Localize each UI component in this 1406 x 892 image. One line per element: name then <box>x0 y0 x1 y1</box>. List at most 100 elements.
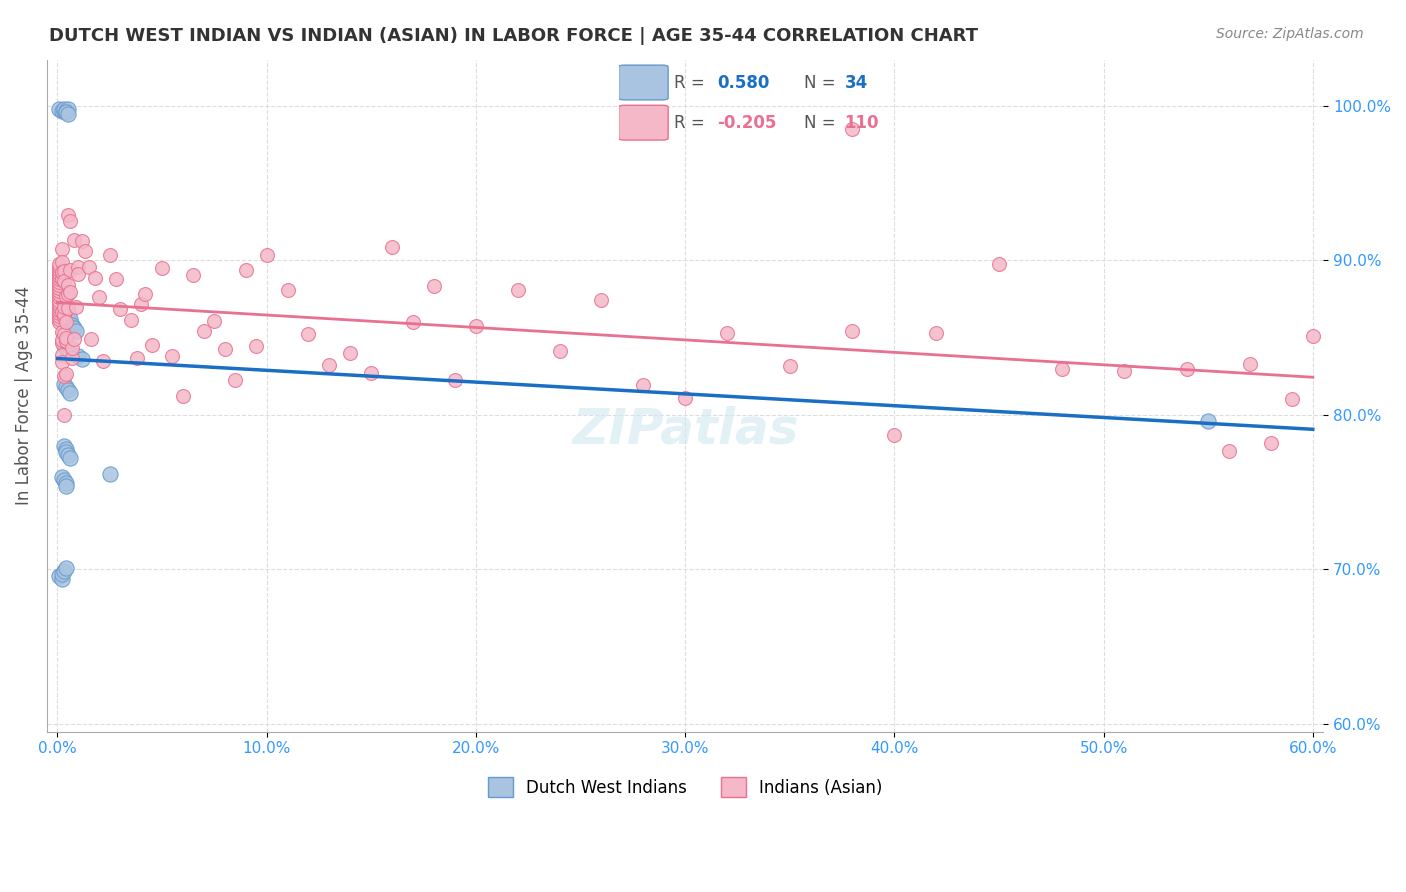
Text: R =: R = <box>675 74 704 92</box>
Point <box>51 103 73 118</box>
Point <box>63 234 86 248</box>
Point <box>716 326 738 341</box>
Point <box>591 293 613 308</box>
Point <box>72 234 94 248</box>
Point <box>52 338 75 352</box>
Point <box>55 445 77 459</box>
Point <box>48 306 70 320</box>
Point <box>55 105 77 120</box>
Point <box>67 267 90 281</box>
Point <box>52 307 75 321</box>
Point <box>172 389 194 403</box>
Point <box>72 352 94 367</box>
Point <box>318 359 340 373</box>
Point <box>52 408 75 422</box>
Point <box>52 103 75 118</box>
Point <box>48 315 70 329</box>
Point <box>1218 443 1240 458</box>
Point <box>506 283 529 297</box>
Point <box>52 439 75 453</box>
Point <box>67 260 90 274</box>
Point <box>65 325 87 339</box>
Point <box>548 343 571 358</box>
Text: 0.580: 0.580 <box>717 74 770 92</box>
Point <box>360 366 382 380</box>
Point <box>52 368 75 383</box>
Point <box>48 309 70 323</box>
Point <box>63 321 86 335</box>
Point <box>51 355 73 369</box>
FancyBboxPatch shape <box>619 105 668 140</box>
Point <box>841 324 863 338</box>
Point <box>1260 436 1282 450</box>
Point <box>56 102 79 116</box>
Point <box>925 326 948 341</box>
Point <box>60 341 83 355</box>
Point <box>245 338 267 352</box>
Point <box>89 290 111 304</box>
Point <box>56 308 79 322</box>
Point <box>381 240 404 254</box>
Point <box>48 312 70 326</box>
Point <box>1114 364 1136 378</box>
Point <box>51 254 73 268</box>
Point <box>55 479 77 493</box>
Text: 110: 110 <box>845 114 879 132</box>
Point <box>56 301 79 315</box>
Point <box>108 301 131 316</box>
Point <box>55 302 77 317</box>
Point <box>841 122 863 136</box>
Point <box>55 315 77 329</box>
Point <box>65 300 87 314</box>
Point <box>779 359 801 374</box>
Point <box>48 291 70 305</box>
Point <box>52 310 75 324</box>
Point <box>63 332 86 346</box>
Point <box>1050 362 1073 376</box>
Point <box>48 285 70 299</box>
Text: N =: N = <box>804 114 835 132</box>
Point <box>120 313 142 327</box>
Point <box>51 243 73 257</box>
Point <box>1302 329 1324 343</box>
Text: Source: ZipAtlas.com: Source: ZipAtlas.com <box>1216 27 1364 41</box>
Text: DUTCH WEST INDIAN VS INDIAN (ASIAN) IN LABOR FORCE | AGE 35-44 CORRELATION CHART: DUTCH WEST INDIAN VS INDIAN (ASIAN) IN L… <box>49 27 979 45</box>
Point <box>52 376 75 391</box>
Point <box>48 266 70 280</box>
Point <box>256 248 278 262</box>
Point <box>48 302 70 317</box>
Point <box>98 467 121 481</box>
Point <box>56 278 79 293</box>
Point <box>464 318 486 333</box>
Point <box>631 377 654 392</box>
FancyBboxPatch shape <box>619 65 668 100</box>
Point <box>52 264 75 278</box>
Point <box>51 469 73 483</box>
Point <box>423 278 446 293</box>
Point <box>276 283 298 297</box>
Point <box>51 305 73 319</box>
Point <box>202 314 225 328</box>
Point <box>673 391 696 405</box>
Point <box>987 257 1010 271</box>
Point <box>48 260 70 274</box>
Point <box>162 349 184 363</box>
Point <box>59 214 82 228</box>
Point <box>444 373 467 387</box>
Point <box>56 344 79 359</box>
Point <box>48 293 70 308</box>
Text: 34: 34 <box>845 74 868 92</box>
Point <box>48 268 70 283</box>
Point <box>55 442 77 456</box>
Point <box>59 451 82 466</box>
Text: N =: N = <box>804 74 835 92</box>
Point <box>59 312 82 326</box>
Point <box>60 318 83 333</box>
Point <box>1281 392 1303 407</box>
Point <box>55 289 77 303</box>
Text: -0.205: -0.205 <box>717 114 778 132</box>
Text: ZIPatlas: ZIPatlas <box>572 405 799 453</box>
Point <box>56 383 79 397</box>
Point <box>51 325 73 339</box>
Point <box>48 278 70 293</box>
